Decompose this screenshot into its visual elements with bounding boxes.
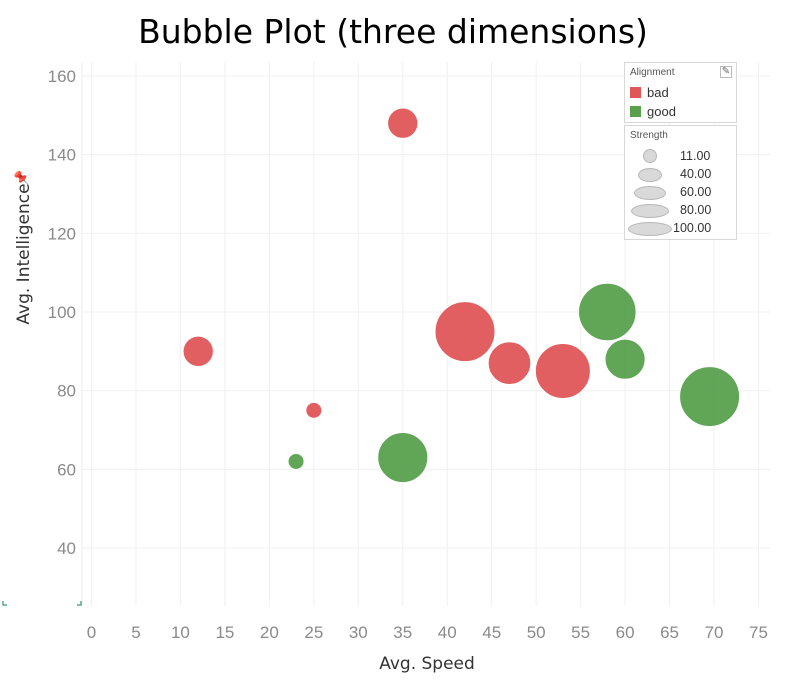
size-swatch-4 [631, 204, 669, 218]
y-tick-labels: 40 60 80 100 120 140 160 [48, 67, 76, 558]
x-tick-label: 30 [349, 623, 368, 642]
x-tick-label: 20 [260, 623, 279, 642]
legend-label-bad: bad [647, 85, 669, 100]
x-tick-label: 5 [131, 623, 140, 642]
size-label-3: 60.00 [680, 185, 712, 199]
corner-mark-right [77, 601, 82, 606]
x-tick-label: 45 [482, 623, 501, 642]
x-tick-labels: 0 5 10 15 20 25 30 35 40 45 50 55 60 65 70 75 [87, 623, 768, 642]
size-label-2: 40.00 [680, 167, 712, 181]
bubble-good[interactable] [377, 431, 429, 484]
size-label-1: 11.00 [680, 149, 711, 163]
pin-icon[interactable]: 📌 [13, 170, 29, 186]
bubble-good[interactable] [287, 452, 305, 470]
x-tick-label: 35 [393, 623, 412, 642]
x-tick-label: 60 [616, 623, 635, 642]
size-swatch-3 [634, 186, 666, 200]
y-tick-label: 80 [57, 382, 76, 401]
color-legend[interactable]: Alignment ✎ bad good [624, 62, 737, 123]
bubble-good[interactable] [578, 282, 637, 342]
bubble-bad[interactable] [387, 107, 419, 139]
x-tick-label: 15 [215, 623, 234, 642]
x-axis-label: Avg. Speed [379, 654, 475, 674]
x-tick-label: 75 [749, 623, 768, 642]
size-swatch-5 [628, 222, 672, 236]
x-tick-label: 0 [87, 623, 96, 642]
x-tick-label: 10 [171, 623, 190, 642]
bubble-good[interactable] [604, 338, 646, 380]
x-tick-label: 65 [660, 623, 679, 642]
x-tick-label: 50 [527, 623, 546, 642]
y-tick-label: 160 [48, 67, 76, 86]
corner-mark-left [2, 601, 7, 606]
bubble-bad[interactable] [487, 341, 532, 385]
bubble-bad[interactable] [434, 301, 496, 363]
bubble-bad[interactable] [534, 342, 591, 400]
y-tick-label: 60 [57, 460, 76, 479]
chart-title: Bubble Plot (three dimensions) [138, 12, 648, 51]
size-label-4: 80.00 [680, 203, 712, 217]
y-tick-label: 140 [48, 146, 76, 165]
bubble-bad[interactable] [182, 335, 214, 368]
size-swatch-2 [638, 168, 662, 182]
legend-item-good[interactable]: good [630, 104, 676, 119]
legend-item-bad[interactable]: bad [630, 85, 669, 100]
y-tick-label: 120 [48, 224, 76, 243]
color-legend-title: Alignment [630, 67, 675, 78]
x-tick-label: 55 [571, 623, 590, 642]
legend-swatch-bad [630, 87, 641, 98]
y-tick-label: 100 [48, 303, 76, 322]
size-legend[interactable]: Strength 11.00 40.00 60.00 80.00 100.00 [624, 125, 737, 240]
x-tick-label: 70 [705, 623, 724, 642]
bubble-layer [182, 107, 741, 484]
legend-label-good: good [647, 104, 676, 119]
edit-icon[interactable]: ✎ [720, 66, 732, 78]
y-axis-label: Avg. Intelligence [14, 183, 34, 324]
x-tick-label: 25 [304, 623, 323, 642]
bubble-good[interactable] [679, 366, 741, 428]
size-swatch-1 [643, 149, 657, 163]
legend-swatch-good [630, 106, 641, 117]
size-legend-title: Strength [630, 130, 668, 141]
y-tick-label: 40 [57, 539, 76, 558]
x-tick-label: 40 [438, 623, 457, 642]
size-label-5: 100.00 [673, 221, 712, 235]
bubble-bad[interactable] [305, 401, 323, 419]
